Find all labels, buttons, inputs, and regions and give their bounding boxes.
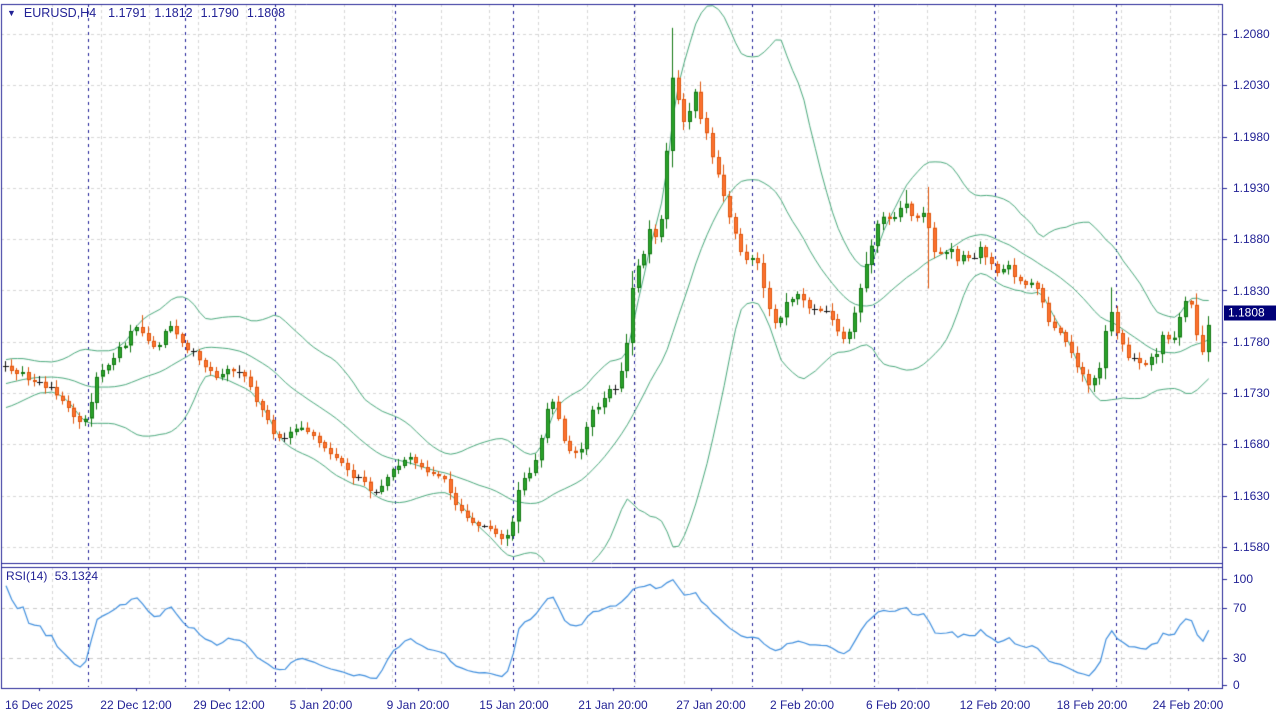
time-axis-label: 6 Feb 20:00 [865,698,931,712]
rsi-indicator-value: 53.1324 [54,569,99,583]
price-axis-label: 1.1930 [1233,180,1270,195]
chart-title-bar: ▼ EURUSD,H4 1.1791 1.1812 1.1790 1.1808 [7,6,293,20]
price-axis-label: 1.2080 [1233,27,1270,41]
price-axis-label: 1.1730 [1233,386,1270,401]
time-axis-label: 12 Feb 20:00 [959,698,1031,712]
price-axis-label: 1.2030 [1233,78,1270,93]
price-axis-label: 1.1830 [1233,283,1270,298]
rsi-indicator-name: RSI(14) [6,569,48,583]
time-axis-label: 2 Feb 20:00 [769,698,835,712]
rsi-axis-label: 100 [1233,572,1254,586]
current-price-tag: 1.1808 [1224,305,1276,321]
time-axis-label: 18 Feb 20:00 [1056,698,1128,712]
rsi-axis-label: 70 [1233,600,1247,615]
price-axis-label: 1.1680 [1233,437,1270,452]
symbol-period-label: EURUSD,H4 [23,6,97,20]
ohlc-close-value: 1.1808 [246,6,286,20]
rsi-axis-label: 30 [1233,650,1247,665]
time-axis-label: 27 Jan 20:00 [676,698,746,712]
ohlc-open-value: 1.1791 [108,6,147,20]
ohlc-low-value: 1.1790 [200,6,239,20]
time-axis-label: 22 Dec 12:00 [100,698,172,712]
time-axis-label: 29 Dec 12:00 [193,698,265,712]
time-axis-label: 24 Feb 20:00 [1152,698,1224,712]
time-axis-label: 9 Jan 20:00 [386,698,450,712]
rsi-axis-label: 0 [1233,678,1240,692]
time-axis-label: 16 Dec 2025 [4,698,74,712]
symbol-dropdown-icon[interactable]: ▼ [7,7,16,18]
time-axis-label: 15 Jan 20:00 [479,698,549,712]
price-axis-label: 1.1580 [1233,540,1270,554]
ohlc-high-value: 1.1812 [154,6,193,20]
time-axis-label: 5 Jan 20:00 [289,698,353,712]
time-axis-label: 21 Jan 20:00 [578,698,648,712]
price-axis-label: 1.1780 [1233,334,1270,349]
price-axis-label: 1.1880 [1233,232,1270,247]
rsi-indicator-label: RSI(14) 53.1324 [6,569,102,583]
price-axis-label: 1.1980 [1233,129,1270,144]
price-axis-label: 1.1630 [1233,488,1270,503]
